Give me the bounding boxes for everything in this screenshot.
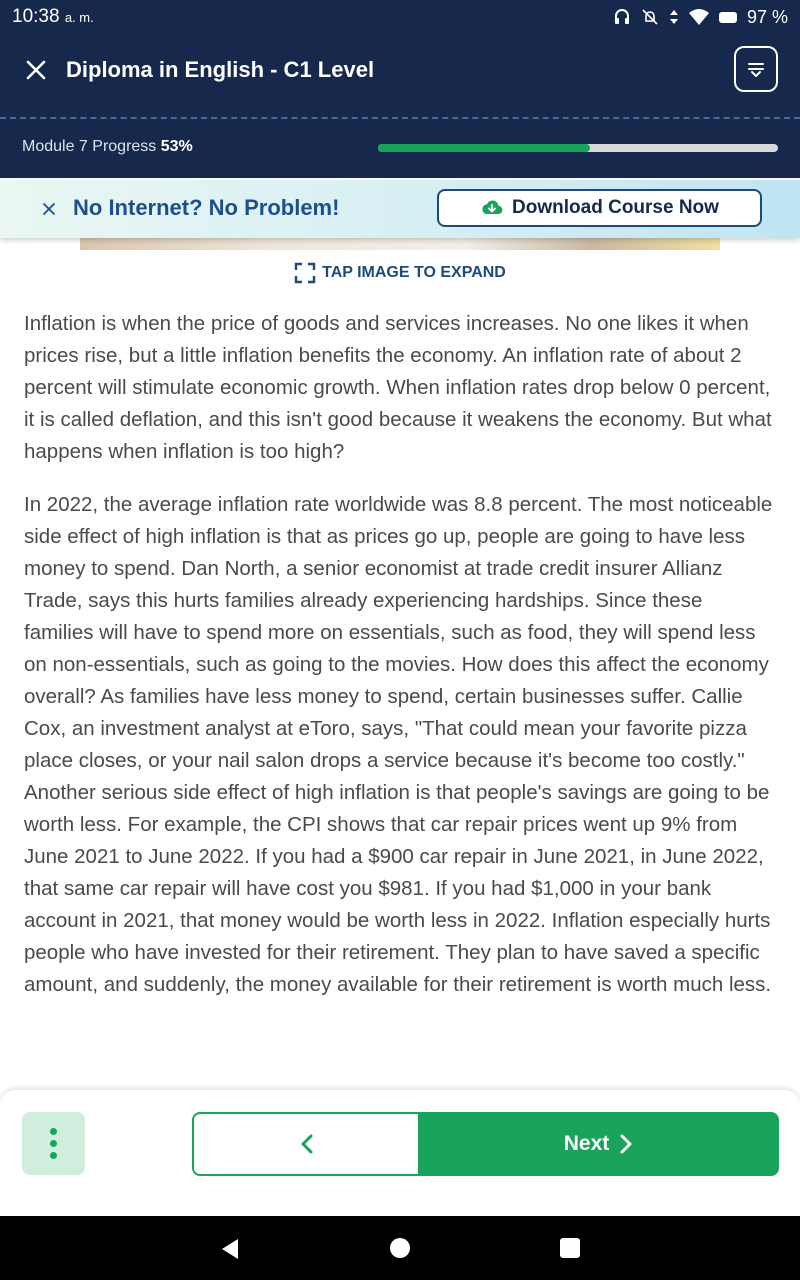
nav-back-icon[interactable] [220, 1238, 240, 1260]
lesson-article: Inflation is when the price of goods and… [24, 308, 776, 1001]
nav-recents-icon[interactable] [560, 1238, 580, 1258]
status-bar: 10:38 a. m. 97 % [0, 0, 800, 34]
lesson-navigation-bar: Next [0, 1090, 800, 1216]
module-progress-bar [378, 144, 778, 152]
headset-icon [613, 8, 631, 26]
cloud-download-icon [482, 200, 503, 215]
banner-close-button[interactable] [40, 196, 58, 222]
offline-banner: No Internet? No Problem! Download Course… [0, 180, 800, 238]
course-title: Diploma in English - C1 Level [66, 57, 375, 82]
lesson-image[interactable] [80, 238, 720, 250]
bell-off-icon [641, 8, 659, 26]
previous-button[interactable] [192, 1112, 420, 1176]
article-paragraph: In 2022, the average inflation rate worl… [24, 493, 773, 772]
article-paragraph: Another serious side effect of high infl… [24, 781, 772, 996]
data-arrows-icon [669, 8, 679, 26]
course-menu-button[interactable] [734, 46, 778, 92]
system-nav-bar [0, 1216, 800, 1280]
banner-text: No Internet? No Problem! [73, 195, 340, 220]
expand-icon [294, 262, 316, 284]
module-progress-fill [378, 144, 590, 152]
close-course-button[interactable] [22, 56, 50, 84]
next-button-label: Next [563, 1132, 610, 1155]
next-button[interactable]: Next [418, 1112, 779, 1176]
wifi-icon [688, 9, 709, 25]
status-time: 10:38 a. m. [12, 6, 94, 27]
battery-level: 97 % [746, 6, 788, 27]
app-header: Diploma in English - C1 Level Module 7 P… [0, 34, 800, 178]
chevron-right-icon [620, 1134, 632, 1154]
menu-dropdown-icon [748, 63, 764, 77]
more-dot-icon [50, 1128, 57, 1135]
expand-image-hint[interactable]: TAP IMAGE TO EXPAND [0, 262, 800, 284]
module-progress-label: Module 7 Progress 53% [22, 138, 193, 155]
more-dot-icon [50, 1140, 57, 1147]
nav-home-icon[interactable] [390, 1238, 410, 1258]
article-paragraph: Inflation is when the price of goods and… [24, 312, 772, 463]
module-progress-value: 53% [160, 138, 193, 155]
chevron-left-icon [301, 1134, 313, 1154]
expand-hint-label: TAP IMAGE TO EXPAND [322, 264, 506, 281]
download-course-button[interactable]: Download Course Now [437, 189, 762, 227]
more-options-button[interactable] [22, 1112, 85, 1175]
close-icon [26, 60, 46, 80]
status-icons: 97 % [613, 7, 788, 28]
close-icon [43, 203, 55, 215]
download-course-label: Download Course Now [512, 197, 719, 218]
more-dot-icon [50, 1152, 57, 1159]
header-divider [0, 117, 800, 119]
battery-icon [718, 11, 737, 23]
